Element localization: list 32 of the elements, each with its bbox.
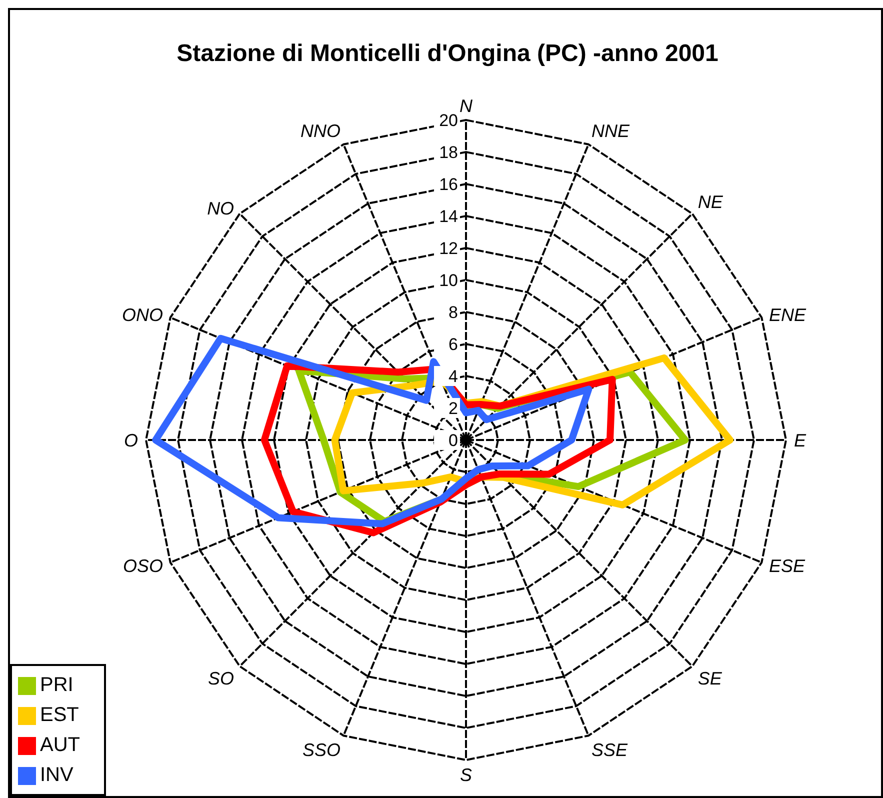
legend-label: INV [40, 764, 74, 786]
spoke-label: O [124, 430, 138, 450]
spoke-label: NNO [300, 120, 340, 141]
chart-title: Stazione di Monticelli d'Ongina (PC) -anno 2001 [176, 40, 720, 68]
spoke-label: N [460, 96, 474, 116]
y-tick-label: 12 [439, 239, 458, 258]
spoke-label: SE [698, 668, 723, 689]
y-tick-label: 20 [439, 111, 458, 130]
spoke-label: NO [207, 198, 234, 218]
y-tick-label: 2 [448, 399, 458, 418]
spoke-label: NE [698, 192, 724, 212]
spoke-label: NNE [592, 120, 631, 141]
y-tick-label: 10 [439, 271, 458, 290]
y-tick-label: 0 [448, 431, 458, 450]
spoke-label: ENE [769, 304, 808, 325]
spoke-label: S [460, 764, 472, 785]
y-tick-label: 8 [448, 303, 458, 322]
y-tick-label: 4 [448, 367, 458, 386]
y-tick-label: 18 [439, 143, 458, 162]
legend-label: AUT [40, 734, 80, 756]
spoke-label: ONO [122, 304, 163, 325]
spoke-label: SSO [302, 740, 340, 760]
y-tick-label: 6 [448, 335, 458, 354]
spoke-label: OSO [122, 556, 163, 576]
legend-label: EST [40, 704, 79, 726]
spoke-label: E [794, 430, 807, 450]
legend-label: PRI [40, 674, 74, 696]
spoke-label: SO [208, 668, 234, 689]
y-tick-label: 14 [439, 207, 458, 226]
y-tick-label: 16 [439, 175, 458, 194]
spoke-label: SSE [592, 740, 629, 760]
spoke-label: ESE [769, 556, 806, 576]
